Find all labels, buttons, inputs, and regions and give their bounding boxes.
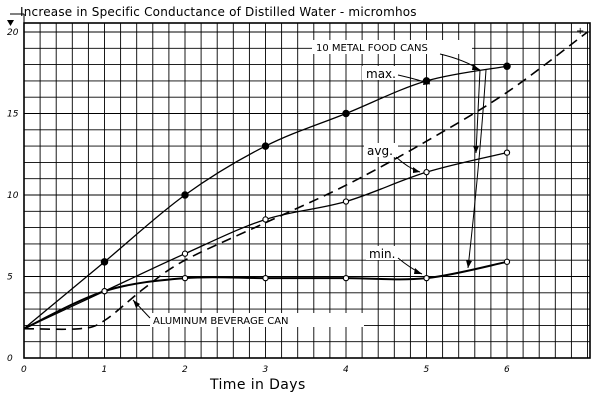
avg-label: avg. [367,144,393,158]
min-label: min. [369,247,395,261]
aluminum-label: ALUMINUM BEVERAGE CAN [153,316,289,327]
group-arrow-to-min [467,69,487,269]
x-tick-label: 5 [424,365,430,375]
group-arrowhead-max-icon [472,64,480,70]
x-tick-label: 3 [263,365,269,375]
data-point-1 [342,198,350,205]
data-point-2 [342,274,350,282]
y-tick-label: 0 [7,354,13,364]
annotation-layer: 10 METAL FOOD CANS max. avg. min. ALUMIN… [132,40,487,327]
data-point-1 [181,250,189,257]
min-label-box [366,246,402,260]
x-axis-label: Time in Days [209,377,306,393]
y-tick-labels: 0 5 10 15 20 [7,28,19,364]
group-arrow-to-avg [475,69,481,154]
data-point-0 [261,142,270,150]
x-tick-label: 4 [343,365,349,375]
series-line-3 [23,31,588,331]
y-tick-label: 10 [7,191,19,201]
min-arrowhead-icon [414,268,422,274]
plot-frame [23,22,591,359]
group-label-box [312,40,472,54]
group-label: 10 METAL FOOD CANS [316,43,428,54]
max-arrowhead-icon [423,79,430,85]
data-point-0 [342,109,350,118]
data-point-2 [503,258,511,265]
x-tick-label: 1 [102,365,108,375]
x-tick-label: 0 [21,365,27,375]
x-tick-label: 6 [504,365,510,375]
group-arrowhead-min-icon [466,260,472,268]
data-point-0 [503,62,511,70]
y-axis-arrow-icon [7,20,14,26]
x-tick-labels: 0 1 2 3 4 5 6 [21,365,510,375]
x-tick-label: 2 [182,365,188,375]
aluminum-label-box [150,313,364,327]
y-tick-label: 20 [7,28,19,38]
data-point-0 [100,258,109,266]
data-point-1 [503,149,511,156]
data-point-2 [423,274,430,282]
avg-label-box [364,143,398,157]
data-point-2 [101,288,108,295]
data-point-0 [181,191,189,199]
aluminum-arrowhead-icon [133,300,140,308]
data-point-2 [181,274,189,282]
y-tick-label: 5 [7,273,13,283]
chart-grid [24,23,590,358]
data-point-1 [423,169,430,176]
group-arrowhead-avg-icon [473,146,479,153]
data-point-2 [262,274,269,282]
avg-arrowhead-icon [413,167,420,173]
plus-mark-icon: + [576,26,584,37]
max-label-box [362,66,400,80]
chart-title: Increase in Specific Conductance of Dist… [20,5,417,19]
title-tick-mark [10,13,25,23]
max-label: max. [366,67,396,81]
data-point-1 [262,216,269,223]
marker-layer [100,62,511,295]
series-layer [23,31,588,331]
y-tick-label: 15 [7,110,19,120]
